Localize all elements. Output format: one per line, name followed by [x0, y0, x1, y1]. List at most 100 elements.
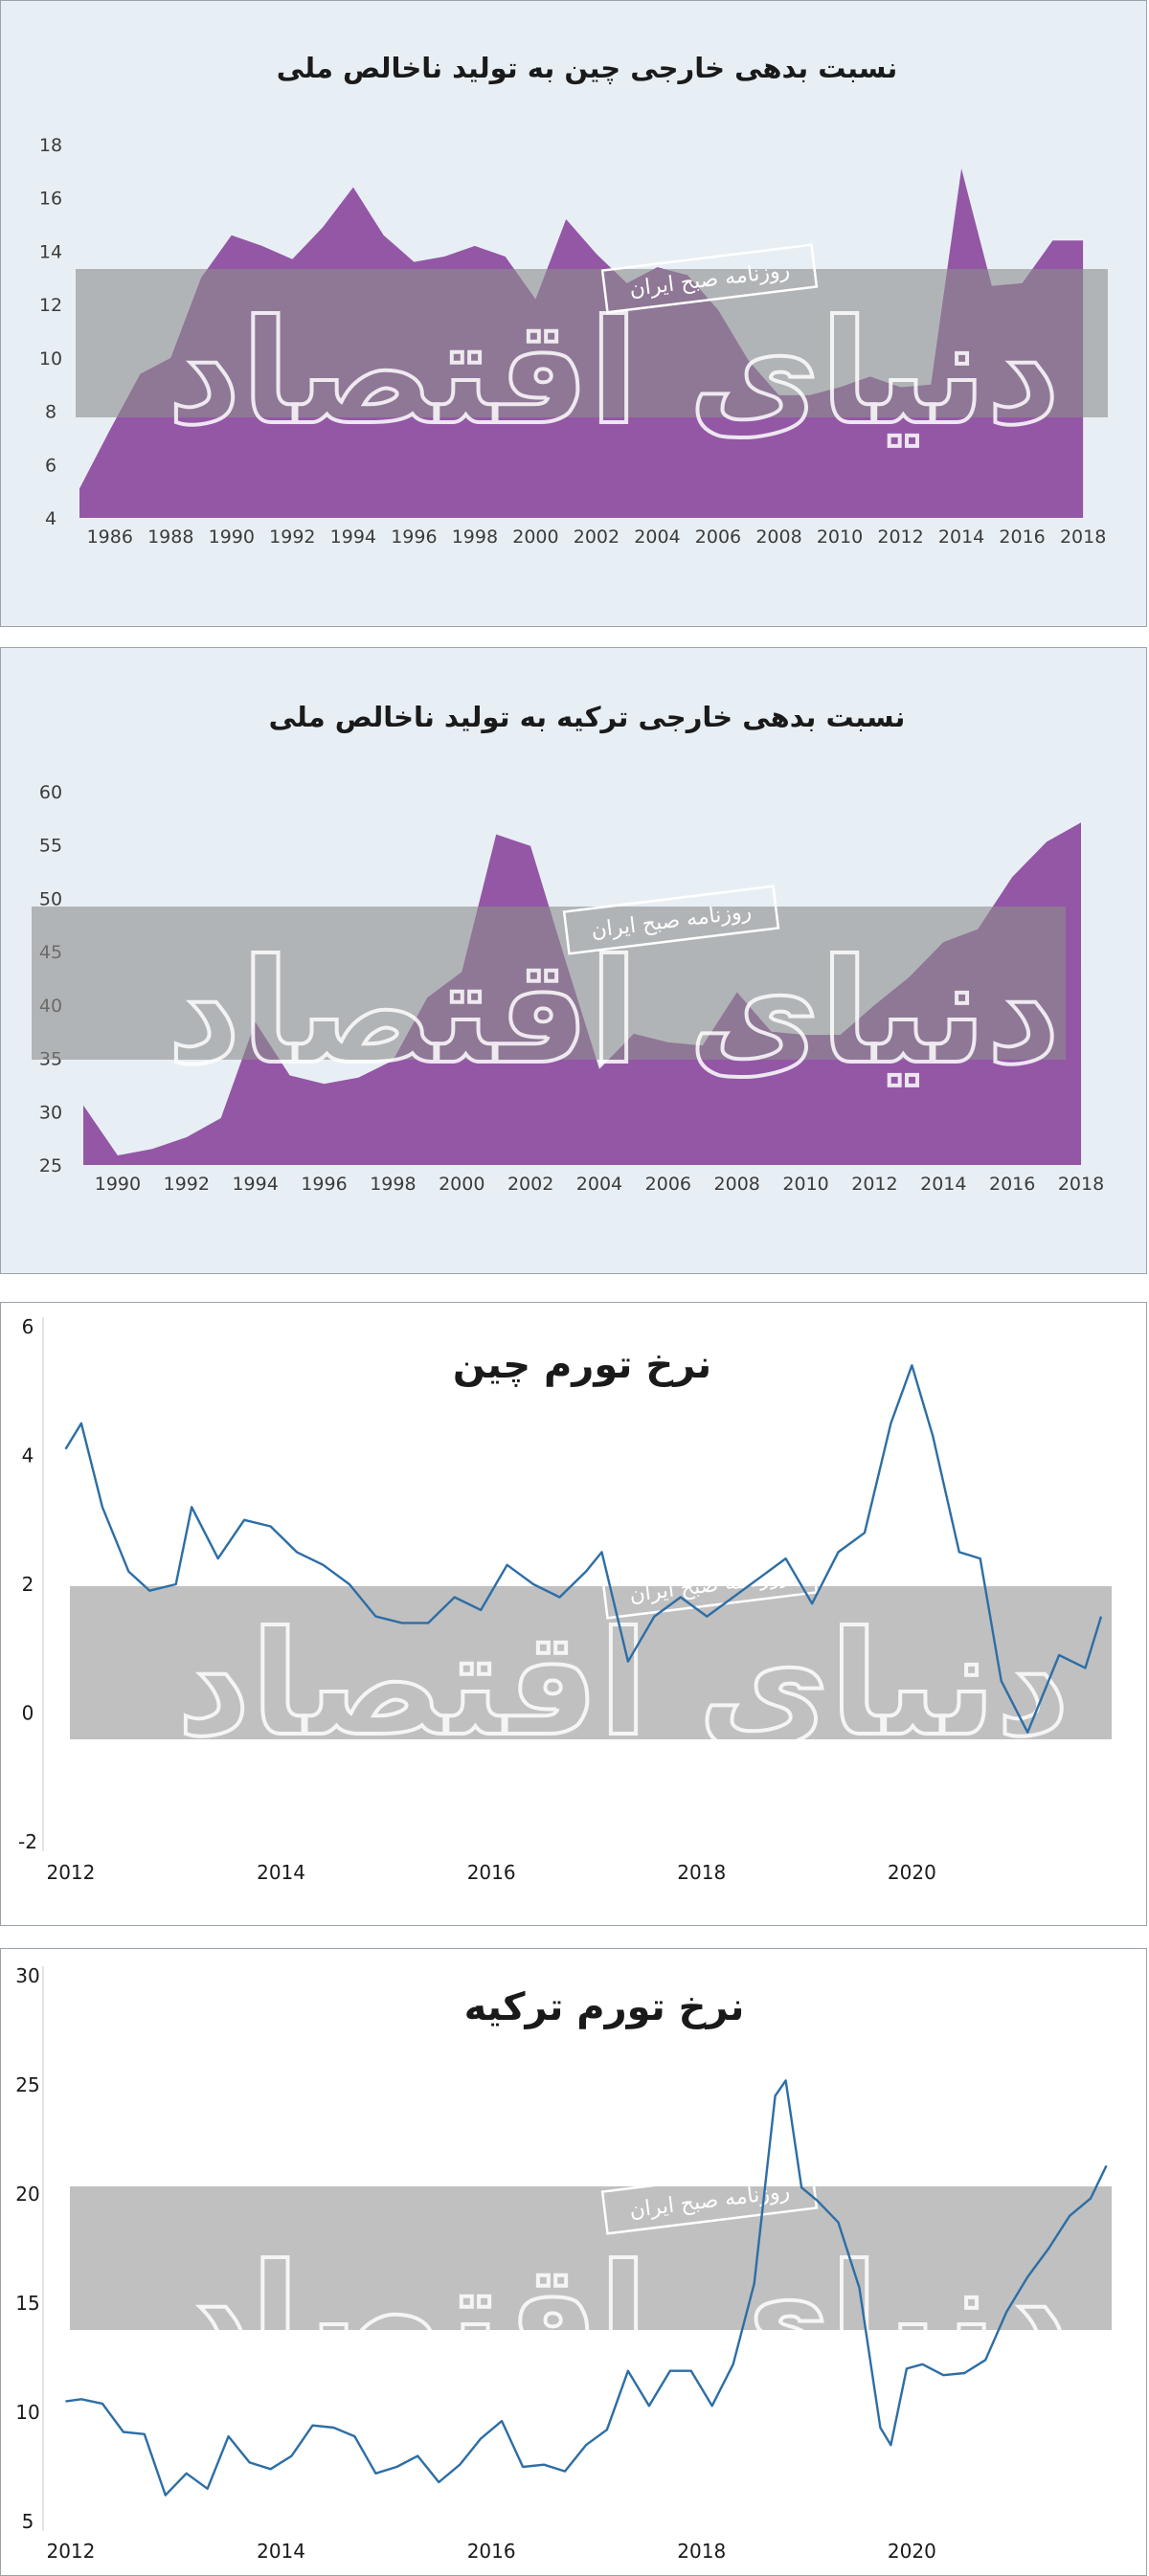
- x-tick-label: 1990: [95, 1174, 141, 1195]
- chart-panel-china-inflation: دنیای اقتصاد روزنامه صبح ایران نرخ تورم چ…: [0, 1302, 1147, 1926]
- x-tick-label: 2014: [920, 1174, 966, 1195]
- x-tick-label: 2000: [512, 526, 558, 548]
- plot-area: [42, 1966, 1108, 2531]
- x-tick-label: 2006: [695, 526, 741, 548]
- y-tick-label: 60: [39, 782, 62, 803]
- chart-panel-turkey-inflation: دنیای اقتصاد روزنامه صبح ایران نرخ تورم ت…: [0, 1948, 1147, 2576]
- y-tick-label: 20: [15, 2183, 39, 2206]
- x-tick-label: 2002: [507, 1174, 553, 1195]
- x-tick-label: 2002: [574, 526, 620, 548]
- y-axis: 5 10 15 20 25 30: [15, 1964, 39, 2533]
- x-tick-label: 1994: [330, 526, 376, 548]
- y-tick-label: 30: [15, 1964, 39, 1987]
- x-tick-label: 2018: [1058, 1174, 1104, 1195]
- x-tick-label: 2008: [755, 526, 801, 548]
- x-tick-label: 1986: [87, 526, 133, 548]
- watermark-text: دنیای اقتصاد: [177, 2234, 1070, 2401]
- watermark-tag-frame: [600, 243, 819, 314]
- y-tick-label: 8: [45, 402, 56, 423]
- chart-turkey-debt: نسبت بدهی خارجی ترکیه به تولید ناخالص مل…: [32, 701, 1104, 1195]
- y-tick-label: 14: [39, 241, 62, 262]
- x-tick-label: 2018: [677, 2540, 726, 2563]
- y-tick-label: 6: [22, 1315, 34, 1338]
- y-axis: 4 6 8 10 12 14 16 18: [39, 135, 62, 529]
- y-tick-label: 15: [15, 2292, 39, 2315]
- x-tick-label: 2020: [888, 2540, 936, 2563]
- x-tick-label: 2010: [782, 1174, 828, 1195]
- x-tick-label: 1988: [147, 526, 193, 548]
- watermark-band: [76, 269, 1108, 417]
- chart-panel-turkey-debt: نسبت بدهی خارجی ترکیه به تولید ناخالص مل…: [0, 647, 1147, 1274]
- y-tick-label: 25: [39, 1155, 62, 1176]
- watermark-band: [32, 907, 1066, 1060]
- chart-panel-china-debt: نسبت بدهی خارجی چین به تولید ناخالص ملی …: [0, 0, 1147, 627]
- x-tick-label: 1992: [164, 1174, 210, 1195]
- x-axis: 2012 2014 2016 2018 2020: [46, 2540, 935, 2563]
- chart-title: نرخ تورم چین: [453, 1343, 711, 1387]
- watermark-tag-frame: [600, 2164, 819, 2235]
- x-tick-label: 2014: [257, 1861, 305, 1884]
- plot-area: [42, 1317, 1103, 1851]
- x-tick-label: 1996: [301, 1174, 347, 1195]
- y-tick-label: 2: [22, 1573, 34, 1596]
- y-tick-label: 5: [22, 2510, 34, 2533]
- y-tick-label: 0: [22, 1702, 34, 1725]
- x-tick-label: 2008: [714, 1174, 760, 1195]
- x-tick-label: 1998: [452, 526, 498, 548]
- y-tick-label: -2: [18, 1830, 37, 1853]
- chart-title: نرخ تورم ترکیه: [464, 1985, 745, 2029]
- x-tick-label: 2004: [576, 1174, 622, 1195]
- y-tick-label: 6: [45, 455, 56, 476]
- y-tick-label: 12: [39, 295, 62, 316]
- y-axis: -2 0 2 4 6: [18, 1315, 37, 1853]
- x-tick-label: 2012: [46, 2540, 95, 2563]
- y-tick-label: 18: [39, 135, 62, 156]
- series-area: [83, 822, 1082, 1165]
- chart-title: نسبت بدهی خارجی چین به تولید ناخالص ملی: [277, 52, 897, 85]
- watermark-text: دنیای اقتصاد: [168, 930, 1061, 1096]
- chart-title: نسبت بدهی خارجی ترکیه به تولید ناخالص مل…: [269, 701, 906, 733]
- y-tick-label: 30: [39, 1102, 62, 1123]
- x-tick-label: 2012: [46, 1861, 95, 1884]
- x-tick-label: 2004: [634, 526, 680, 548]
- x-tick-label: 2014: [938, 526, 984, 548]
- y-tick-label: 16: [39, 189, 62, 210]
- x-tick-label: 2014: [257, 2540, 305, 2563]
- y-tick-label: 25: [15, 2073, 39, 2096]
- x-tick-label: 2012: [851, 1174, 897, 1195]
- x-tick-label: 2016: [467, 1861, 516, 1884]
- y-tick-label: 10: [39, 348, 62, 370]
- x-tick-label: 1996: [391, 526, 437, 548]
- x-axis: 2012 2014 2016 2018 2020: [46, 1861, 935, 1884]
- x-axis: 1990 1992 1994 1996 1998 2000 2002 2004 2006 2008…: [95, 1174, 1104, 1195]
- x-tick-label: 2016: [989, 1174, 1035, 1195]
- x-tick-label: 2006: [645, 1174, 691, 1195]
- x-tick-label: 1992: [269, 526, 315, 548]
- y-tick-label: 50: [39, 888, 62, 909]
- y-tick-label: 4: [45, 508, 56, 529]
- watermark-tag-frame: [600, 1549, 819, 1620]
- x-tick-label: 2020: [888, 1861, 936, 1884]
- x-tick-label: 2018: [1060, 526, 1106, 548]
- x-tick-label: 1994: [232, 1174, 278, 1195]
- y-tick-label: 10: [15, 2401, 39, 2424]
- x-tick-label: 2000: [439, 1174, 484, 1195]
- y-tick-label: 4: [22, 1445, 34, 1467]
- x-tick-label: 2012: [877, 526, 923, 548]
- watermark-tag-frame: [562, 885, 780, 955]
- x-axis: 1986 1988 1990 1992 1994 1996 1998 2000 2002 2004…: [87, 526, 1107, 548]
- x-tick-label: 2018: [677, 1861, 726, 1884]
- x-tick-label: 1998: [370, 1174, 416, 1195]
- watermark-text: دنیای اقتصاد: [168, 290, 1061, 457]
- x-tick-label: 2016: [999, 526, 1045, 548]
- x-tick-label: 2010: [817, 526, 863, 548]
- chart-china-debt: نسبت بدهی خارجی چین به تولید ناخالص ملی …: [39, 52, 1108, 548]
- x-tick-label: 2016: [467, 2540, 516, 2563]
- watermark-text: دنیای اقتصاد: [177, 1602, 1070, 1768]
- y-tick-label: 55: [39, 836, 62, 857]
